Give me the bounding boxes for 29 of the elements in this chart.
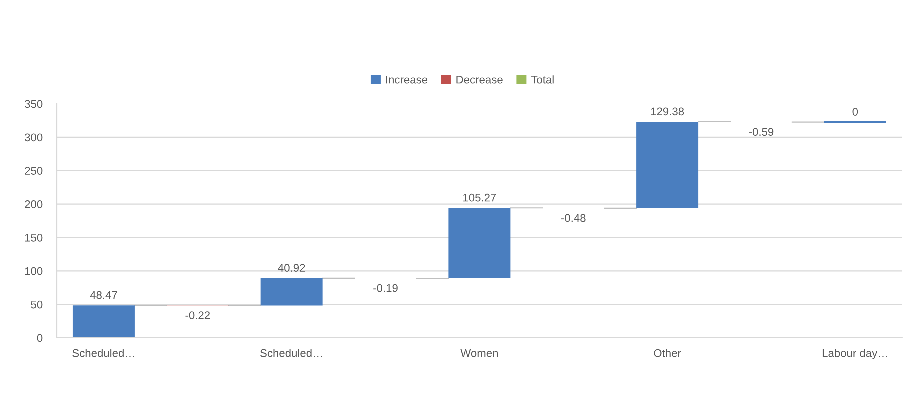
bar (72, 306, 135, 338)
bar (448, 208, 511, 279)
bar (260, 278, 323, 306)
x-tick-label: Labour day… (822, 349, 888, 360)
y-tick-label: 250 (25, 167, 43, 175)
data-label: 105.27 (464, 194, 496, 202)
x-tick-label: Women (460, 350, 498, 358)
y-tick-label: 150 (25, 234, 43, 242)
legend-label: Increase (386, 76, 428, 84)
data-label: -0.59 (749, 128, 774, 136)
y-tick-label: 200 (25, 200, 43, 208)
y-tick-label: 0 (37, 334, 43, 342)
data-label: 40.92 (278, 264, 306, 272)
data-label: -0.48 (561, 214, 586, 222)
x-tick-label: Scheduled… (260, 349, 322, 358)
y-tick-label: 50 (31, 300, 43, 309)
x-tick-label: Other (654, 349, 682, 358)
y-tick-label: 350 (25, 100, 43, 108)
data-label: 0 (852, 108, 858, 116)
legend-label: Decrease (456, 76, 503, 84)
bar (636, 122, 699, 208)
y-tick-label: 100 (25, 267, 43, 276)
y-tick-label: 300 (25, 134, 43, 142)
data-label: 48.47 (90, 291, 118, 300)
data-label: 129.38 (651, 108, 684, 116)
x-tick-label: Scheduled… (72, 349, 134, 358)
legend-label: Total (531, 76, 554, 84)
data-label: -0.22 (186, 312, 210, 320)
data-label: -0.19 (374, 284, 398, 292)
